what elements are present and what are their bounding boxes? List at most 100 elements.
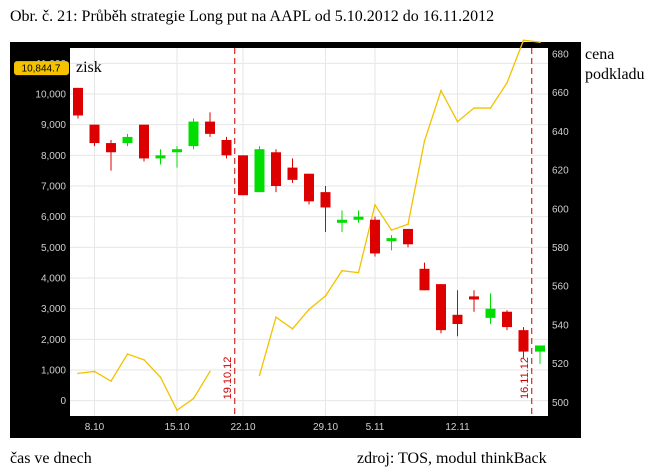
- candle-body: [337, 219, 347, 223]
- price-line-layer: [77, 39, 541, 412]
- candle-body: [205, 121, 215, 134]
- candle-body: [452, 314, 463, 324]
- y-right-tick-label: 580: [552, 243, 569, 254]
- candle-body: [155, 155, 166, 159]
- y-left-tick-label: 2,000: [41, 335, 66, 346]
- y-right-tick-label: 500: [552, 398, 569, 409]
- price-point: [209, 370, 211, 373]
- candle: [155, 149, 166, 165]
- price-point: [423, 140, 426, 142]
- price-point: [308, 308, 310, 311]
- price-point: [506, 82, 508, 84]
- candle-body: [139, 124, 149, 159]
- candle-body: [254, 149, 265, 193]
- candle-body: [188, 121, 199, 147]
- y-right-tick-label: 600: [552, 204, 569, 215]
- figure-caption: Obr. č. 21: Průběh strategie Long put na…: [10, 8, 495, 25]
- candle: [287, 158, 298, 183]
- candle-body: [172, 149, 182, 153]
- candle: [419, 262, 430, 291]
- x-axis-title: čas ve dnech: [10, 450, 92, 467]
- y-right-tick-label: 660: [552, 88, 569, 99]
- y-right-tick-label: 640: [552, 127, 569, 138]
- plot-area: [70, 48, 548, 416]
- candle: [535, 345, 545, 364]
- price-point: [390, 229, 393, 231]
- x-tick-label: 29.10: [313, 422, 338, 433]
- x-axis: 8.10 15.10 22.10 29.10 5.11 12.11: [85, 422, 470, 433]
- y-left-tick-label: 0: [60, 396, 66, 407]
- candle: [469, 290, 479, 312]
- candle-body: [469, 296, 479, 300]
- right-axis: 500 520 540 560 580 600 620 640 660 680: [552, 49, 569, 409]
- candle-body: [518, 330, 529, 352]
- price-line: [258, 39, 541, 376]
- candle: [172, 146, 182, 168]
- candle: [502, 310, 512, 331]
- price-point: [341, 269, 343, 272]
- x-tick-label: 22.10: [230, 422, 255, 433]
- price-point: [357, 271, 360, 274]
- candle: [188, 118, 199, 150]
- candle-body: [535, 345, 545, 352]
- candle: [89, 124, 100, 147]
- candle-body: [370, 219, 380, 254]
- price-point: [440, 89, 442, 92]
- y-right-tick-label: 680: [552, 49, 569, 60]
- source-note: zdroj: TOS, modul thinkBack: [357, 450, 547, 467]
- candle: [106, 140, 116, 171]
- candle: [254, 146, 265, 193]
- candles: [73, 87, 545, 364]
- candle-body: [221, 140, 232, 156]
- candle-body: [419, 268, 430, 291]
- y-right-tick-label: 540: [552, 320, 569, 331]
- current-value-text: 10,844.7: [22, 64, 61, 75]
- y-right-tick-label: 620: [552, 166, 569, 177]
- candle-body: [436, 284, 446, 331]
- candle: [221, 136, 232, 159]
- candle: [304, 173, 314, 205]
- y-left-tick-label: 5,000: [41, 243, 66, 254]
- price-point: [143, 359, 145, 361]
- x-tick-label: 15.10: [164, 422, 189, 433]
- price-point: [324, 295, 327, 297]
- x-tick-label: 5.11: [366, 422, 385, 433]
- candle-body: [502, 311, 512, 328]
- price-point: [93, 370, 96, 373]
- candle: [205, 112, 215, 137]
- price-point: [539, 41, 541, 43]
- y-left-tick-label: 4,000: [41, 274, 66, 285]
- candle: [238, 155, 248, 196]
- candle-body: [386, 238, 397, 242]
- candle: [337, 210, 347, 232]
- candle: [436, 284, 446, 334]
- candle: [139, 124, 149, 162]
- price-point: [489, 107, 492, 109]
- y-left-tick-label: 8,000: [41, 151, 66, 162]
- x-tick-label: 12.11: [445, 422, 470, 433]
- candle-body: [287, 167, 298, 180]
- y-left-tick-label: 6,000: [41, 212, 66, 223]
- candle: [403, 228, 413, 248]
- price-point: [275, 316, 277, 319]
- price-point: [176, 409, 178, 411]
- profit-label: zisk: [76, 59, 102, 76]
- right-axis-title-line1: cena: [585, 46, 615, 63]
- candle: [320, 186, 331, 232]
- price-point: [456, 120, 459, 123]
- y-right-tick-label: 520: [552, 359, 569, 370]
- price-point: [258, 374, 261, 377]
- candle-body: [271, 152, 281, 186]
- price-point: [110, 380, 112, 382]
- price-point: [159, 376, 162, 379]
- current-value-badge: 10,844.7: [14, 61, 69, 76]
- candle: [73, 87, 83, 119]
- candle-body: [403, 228, 413, 245]
- candle: [386, 235, 397, 251]
- candle: [122, 133, 133, 147]
- candle: [485, 293, 496, 324]
- y-left-tick-label: 9,000: [41, 120, 66, 131]
- candle-body: [238, 155, 248, 196]
- candle: [452, 290, 463, 337]
